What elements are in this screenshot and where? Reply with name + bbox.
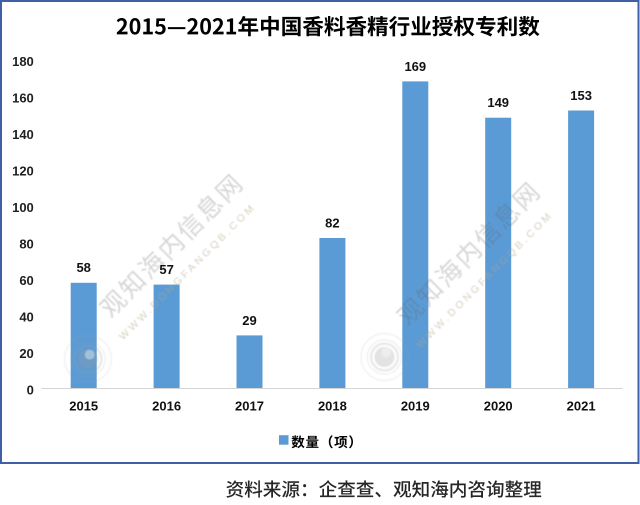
svg-text:20: 20 bbox=[19, 346, 33, 361]
svg-text:WWW.DONGFANGQB.COM: WWW.DONGFANGQB.COM bbox=[414, 209, 556, 351]
svg-text:40: 40 bbox=[19, 309, 33, 324]
svg-text:120: 120 bbox=[12, 163, 34, 178]
svg-text:2021: 2021 bbox=[567, 399, 596, 414]
svg-text:169: 169 bbox=[404, 59, 426, 74]
svg-text:2015: 2015 bbox=[69, 399, 98, 414]
svg-text:140: 140 bbox=[12, 127, 34, 142]
svg-text:2017: 2017 bbox=[235, 399, 264, 414]
svg-text:29: 29 bbox=[242, 313, 256, 328]
svg-text:100: 100 bbox=[12, 200, 34, 215]
svg-text:2020: 2020 bbox=[484, 399, 513, 414]
svg-text:2016: 2016 bbox=[152, 399, 181, 414]
svg-text:180: 180 bbox=[12, 54, 34, 69]
svg-text:57: 57 bbox=[159, 262, 173, 277]
svg-text:153: 153 bbox=[570, 88, 592, 103]
svg-text:160: 160 bbox=[12, 90, 34, 105]
svg-text:82: 82 bbox=[325, 215, 339, 230]
svg-text:WWW.DONGFANGQB.COM: WWW.DONGFANGQB.COM bbox=[117, 201, 259, 343]
svg-text:2019: 2019 bbox=[401, 399, 430, 414]
svg-text:2018: 2018 bbox=[318, 399, 347, 414]
svg-text:149: 149 bbox=[487, 95, 509, 110]
svg-text:58: 58 bbox=[76, 260, 90, 275]
svg-text:80: 80 bbox=[19, 236, 33, 251]
svg-text:0: 0 bbox=[27, 382, 34, 397]
svg-text:60: 60 bbox=[19, 273, 33, 288]
